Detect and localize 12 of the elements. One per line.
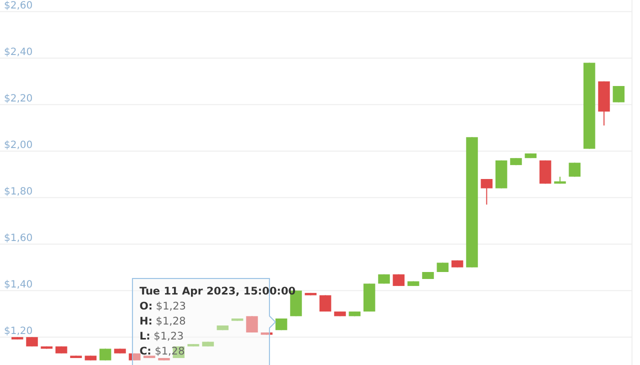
y-tick-label: $1,20 bbox=[4, 326, 33, 338]
annotation: O: $1,23 bbox=[139, 300, 186, 313]
y-tick-label: $2,00 bbox=[4, 140, 33, 152]
y-tick-label: $2,60 bbox=[4, 0, 33, 12]
annotation: L: $1,23 bbox=[139, 330, 184, 343]
y-tick-label: $1,60 bbox=[4, 233, 33, 244]
y-tick-label: $2,20 bbox=[4, 94, 33, 105]
y-tick-label: $1,80 bbox=[4, 186, 33, 198]
y-tick-label: $1,40 bbox=[4, 280, 33, 291]
annotation: H: $1,28 bbox=[139, 316, 186, 328]
annotation: Tue 11 Apr 2023, 15:00:00 bbox=[139, 286, 296, 298]
y-tick-label: $2,40 bbox=[4, 47, 33, 58]
